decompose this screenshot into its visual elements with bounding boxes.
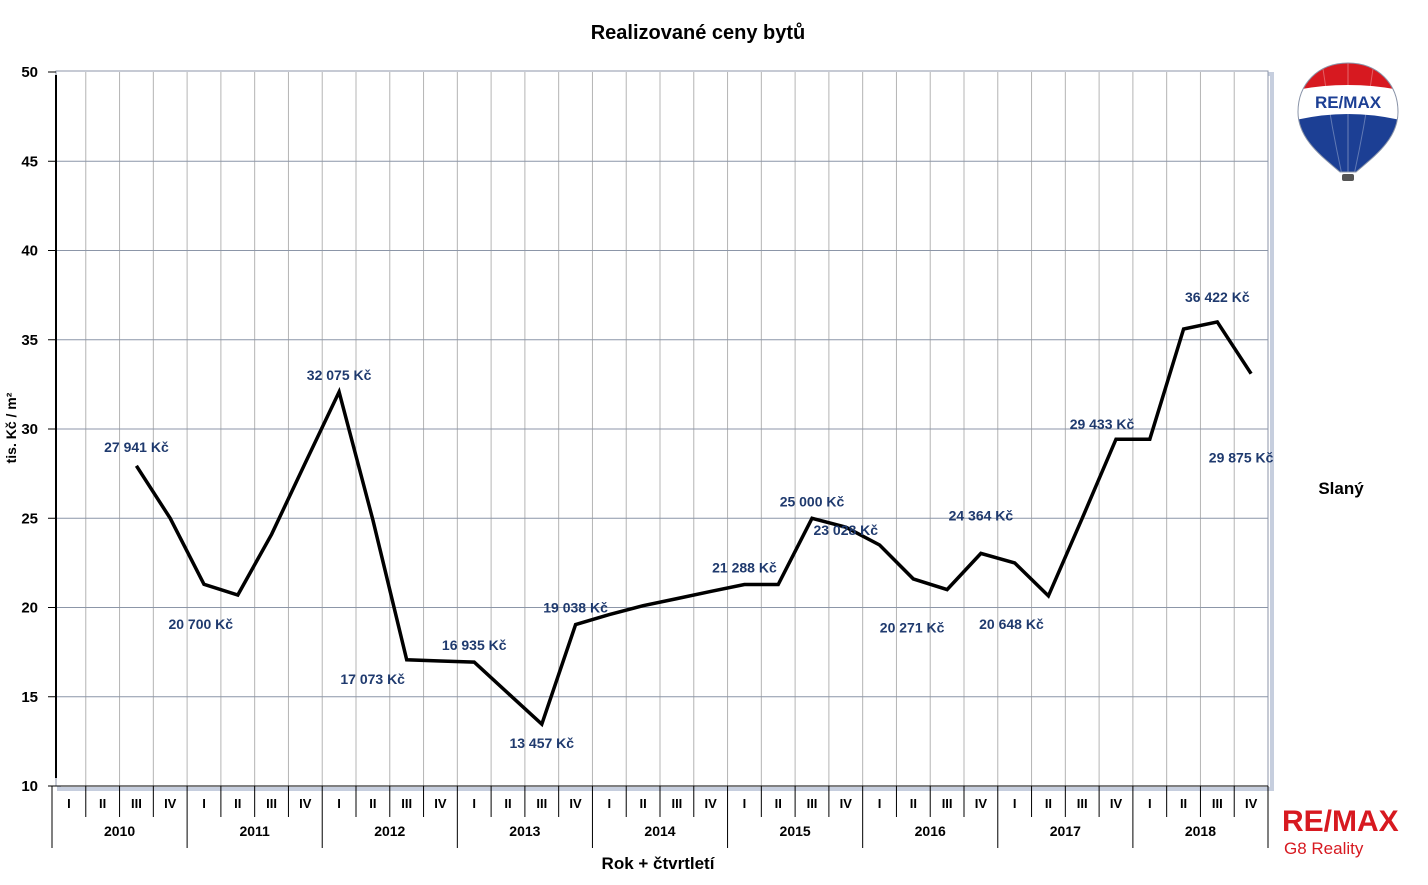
quarter-label: III <box>671 796 682 811</box>
year-label: 2018 <box>1185 823 1216 839</box>
quarter-label: I <box>67 796 71 811</box>
data-label: 24 364 Kč <box>949 507 1014 523</box>
year-labels: 2010 2011 2012 2013 2014 2015 2016 2017 2018 <box>104 823 1216 839</box>
year-label: 2016 <box>915 823 946 839</box>
year-label: 2013 <box>509 823 540 839</box>
quarter-label: II <box>1180 796 1187 811</box>
data-label: 36 422 Kč <box>1185 289 1250 305</box>
quarter-label: II <box>775 796 782 811</box>
y-tick-labels: 10 15 20 25 30 35 40 45 50 <box>21 64 38 795</box>
x-category-table <box>51 785 1269 848</box>
quarter-label: II <box>504 796 511 811</box>
data-label: 23 028 Kč <box>813 522 878 538</box>
quarter-label: I <box>878 796 882 811</box>
quarter-label: II <box>99 796 106 811</box>
year-label: 2011 <box>239 823 270 839</box>
data-label: 32 075 Kč <box>307 367 372 383</box>
quarter-label: IV <box>840 796 853 811</box>
data-label: 25 000 Kč <box>780 493 845 509</box>
y-tick-label: 25 <box>21 510 38 527</box>
data-label: 21 288 Kč <box>712 559 777 575</box>
remax-balloon-logo: RE/MAX <box>1297 62 1399 181</box>
quarter-label: III <box>1212 796 1223 811</box>
balloon-logo-text: RE/MAX <box>1315 93 1382 112</box>
chart-title: Realizované ceny bytů <box>591 22 806 44</box>
quarter-label: III <box>536 796 547 811</box>
quarter-label: I <box>608 796 612 811</box>
quarter-label: II <box>910 796 917 811</box>
quarter-label: I <box>743 796 747 811</box>
y-tick-label: 30 <box>21 421 38 438</box>
y-tick-label: 45 <box>21 153 38 170</box>
y-tick-label: 20 <box>21 600 38 617</box>
y-tick-label: 50 <box>21 64 38 81</box>
quarter-label: III <box>266 796 277 811</box>
quarter-label: III <box>942 796 953 811</box>
quarter-label: IV <box>1245 796 1258 811</box>
quarter-label: II <box>639 796 646 811</box>
quarter-label: II <box>234 796 241 811</box>
data-label: 16 935 Kč <box>442 637 507 653</box>
quarter-label: IV <box>975 796 988 811</box>
data-label: 19 038 Kč <box>543 600 608 616</box>
data-label: 29 433 Kč <box>1070 416 1135 432</box>
quarter-label: I <box>1148 796 1152 811</box>
quarter-label: I <box>337 796 341 811</box>
y-axis-title: tis. Kč / m² <box>3 392 19 463</box>
quarter-label: II <box>369 796 376 811</box>
y-tick-label: 40 <box>21 243 38 260</box>
y-tick-label: 15 <box>21 689 38 706</box>
quarter-labels: I II III IV I II III IV I II III IV I II III IV I II III IV… <box>67 796 1257 811</box>
data-label: 20 700 Kč <box>168 616 233 632</box>
data-label: 29 875 Kč <box>1209 450 1274 466</box>
series-line <box>134 319 1253 728</box>
quarter-label: III <box>401 796 412 811</box>
quarter-label: I <box>202 796 206 811</box>
quarter-label: III <box>1077 796 1088 811</box>
year-label: 2010 <box>104 823 135 839</box>
data-label: 27 941 Kč <box>104 439 169 455</box>
quarter-label: IV <box>434 796 447 811</box>
y-tick-label: 35 <box>21 332 38 349</box>
quarter-label: IV <box>299 796 312 811</box>
quarter-label: I <box>1013 796 1017 811</box>
brand-logo-text: RE/MAX <box>1282 805 1399 838</box>
data-labels: 27 941 Kč 20 700 Kč 32 075 Kč 17 073 Kč 16 9… <box>104 289 1273 751</box>
data-label: 20 271 Kč <box>880 620 945 636</box>
y-tick-label: 10 <box>21 778 38 795</box>
year-label: 2014 <box>644 823 675 839</box>
year-label: 2015 <box>780 823 811 839</box>
quarter-label: II <box>1045 796 1052 811</box>
data-label: 13 457 Kč <box>509 735 574 751</box>
year-label: 2012 <box>374 823 405 839</box>
location-label: Slaný <box>1318 479 1364 498</box>
horizontal-gridlines <box>48 71 1268 787</box>
quarter-label: IV <box>164 796 177 811</box>
quarter-label: III <box>807 796 818 811</box>
quarter-label: I <box>472 796 476 811</box>
quarter-label: III <box>131 796 142 811</box>
year-label: 2017 <box>1050 823 1081 839</box>
series-group <box>134 319 1253 728</box>
quarter-label: IV <box>569 796 582 811</box>
quarter-label: IV <box>1110 796 1123 811</box>
data-label: 17 073 Kč <box>340 671 405 687</box>
office-name: G8 Reality <box>1284 839 1364 858</box>
data-label: 20 648 Kč <box>979 616 1044 632</box>
x-axis-title: Rok + čtvrtletí <box>602 854 716 873</box>
quarter-label: IV <box>705 796 718 811</box>
